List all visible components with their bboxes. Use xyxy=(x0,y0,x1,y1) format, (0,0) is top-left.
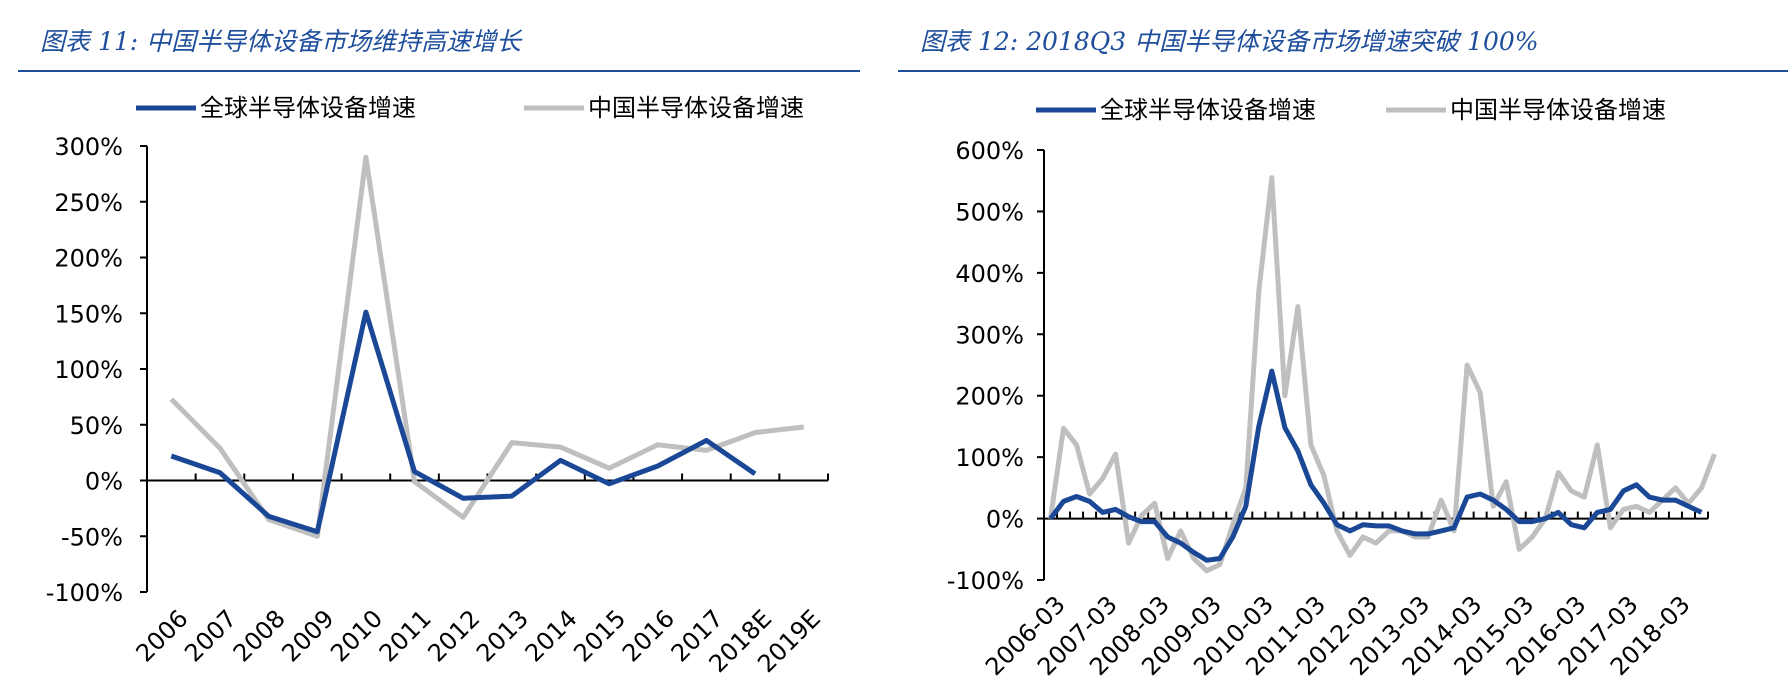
figure-12-title-rule xyxy=(898,70,1788,72)
figure-11-title: 图表 11: 中国半导体设备市场维持高速增长 xyxy=(40,27,522,56)
series-line-global xyxy=(170,309,757,535)
y-tick-label: 500% xyxy=(955,198,1024,226)
y-tick-label: 50% xyxy=(70,412,123,440)
y-tick-label: 300% xyxy=(54,133,123,161)
y-tick-label: -100% xyxy=(46,579,123,607)
y-tick-label: 150% xyxy=(54,300,123,328)
y-tick-label: 0% xyxy=(986,506,1024,534)
legend-label-china: 中国半导体设备增速 xyxy=(588,94,804,122)
figure-12-title: 图表 12: 2018Q3 中国半导体设备市场增速突破 100% xyxy=(920,27,1539,56)
x-tick-label: 2014 xyxy=(520,604,583,667)
x-tick-label: 2007 xyxy=(179,604,242,667)
y-tick-label: 0% xyxy=(85,468,123,496)
legend-label-china: 中国半导体设备增速 xyxy=(1450,96,1666,124)
legend-label-global: 全球半导体设备增速 xyxy=(1100,96,1316,124)
figure-11-title-rule xyxy=(18,70,860,72)
figure-11-panel: 图表 11: 中国半导体设备市场维持高速增长 全球半导体设备增速 中国半导体设备增… xyxy=(0,0,870,688)
x-tick-label: 2013 xyxy=(471,604,534,667)
series-line-china xyxy=(169,154,804,539)
y-tick-label: 200% xyxy=(955,383,1024,411)
y-tick-label: 600% xyxy=(955,137,1024,165)
x-tick-label: 2010 xyxy=(325,604,388,667)
x-tick-label: 2016 xyxy=(617,604,680,667)
figure-12-chart: 全球半导体设备增速 中国半导体设备增速 600% 500% 400% 300% 200% 10… xyxy=(947,96,1717,681)
x-tick-label: 2008 xyxy=(228,604,291,667)
y-tick-label: 300% xyxy=(955,321,1024,349)
x-tick-label: 2015 xyxy=(568,604,631,667)
x-tick-label: 2006 xyxy=(131,604,194,667)
y-tick-label: 250% xyxy=(54,189,123,217)
x-tick-label: 2011 xyxy=(374,604,437,667)
y-tick-label: -100% xyxy=(947,567,1024,595)
x-tick-label: 2012 xyxy=(422,604,485,667)
y-tick-label: 400% xyxy=(955,260,1024,288)
x-tick-label: 2009 xyxy=(277,604,340,667)
series-line-global xyxy=(1048,368,1703,563)
legend-label-global: 全球半导体设备增速 xyxy=(200,94,416,122)
y-tick-label: 100% xyxy=(54,356,123,384)
figure-12-panel: 图表 12: 2018Q3 中国半导体设备市场增速突破 100% 全球半导体设备… xyxy=(898,0,1788,688)
y-tick-label: 200% xyxy=(54,245,123,273)
figure-11-chart: 全球半导体设备增速 中国半导体设备增速 300% 250% 200% 150% 100% 50… xyxy=(46,94,829,678)
y-tick-label: 100% xyxy=(955,444,1024,472)
y-tick-label: -50% xyxy=(61,523,123,551)
